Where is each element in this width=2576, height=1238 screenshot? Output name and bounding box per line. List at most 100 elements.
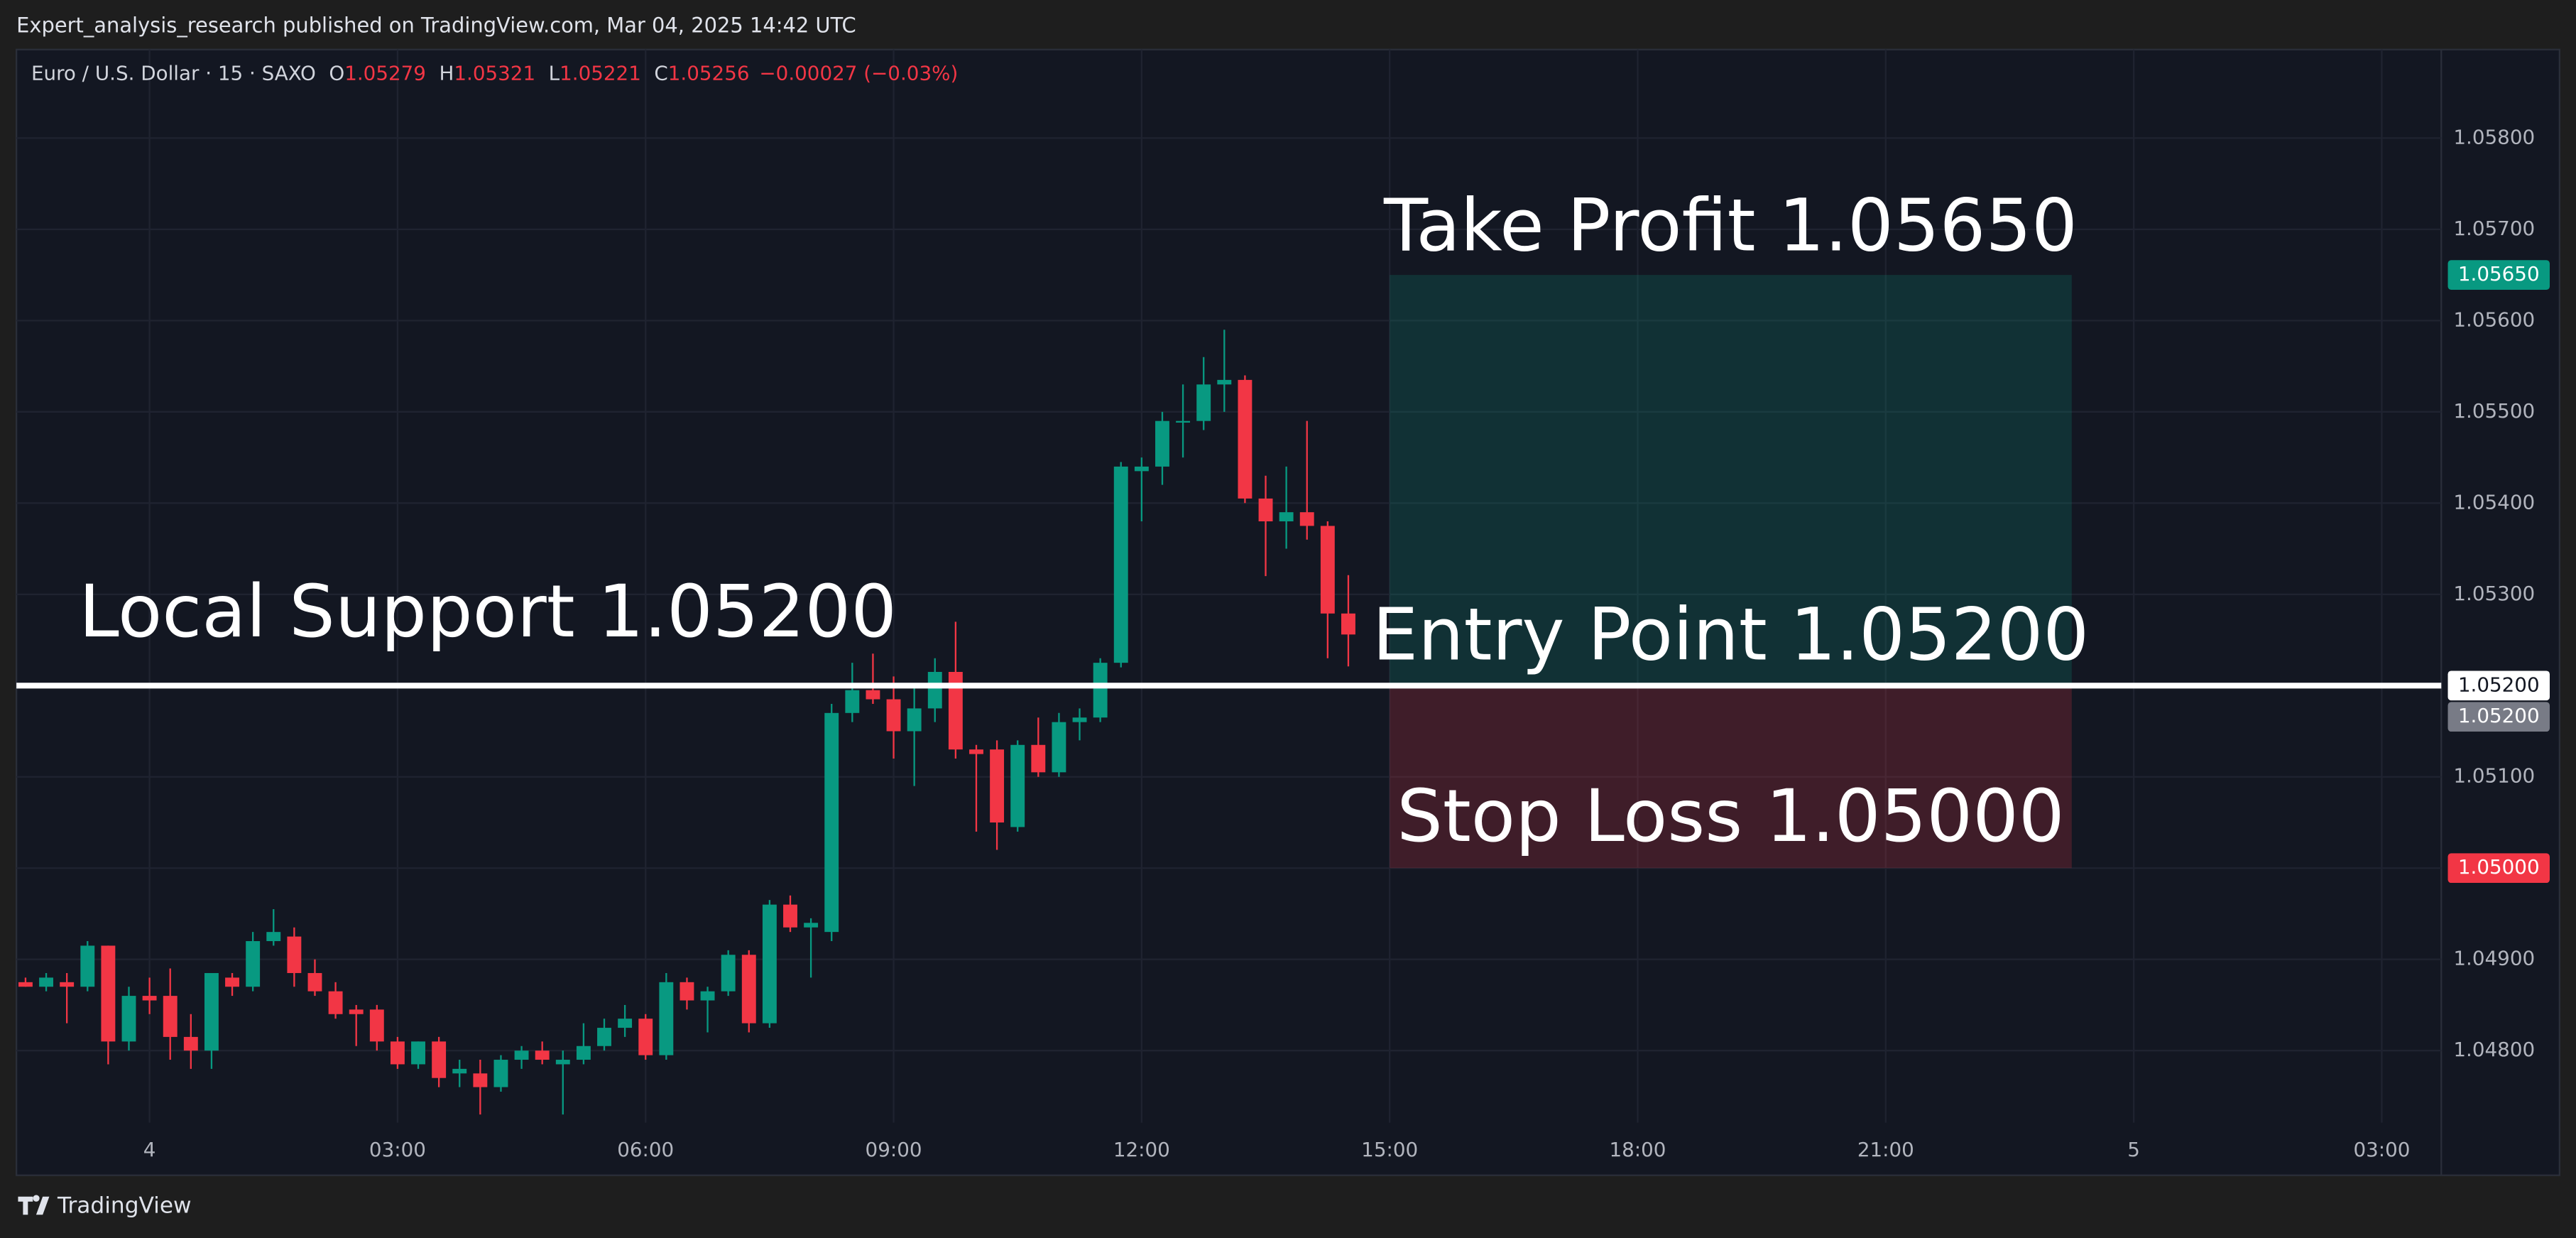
candle-body <box>60 982 75 987</box>
candle-body <box>824 712 839 933</box>
candle-body <box>473 1073 488 1087</box>
change: −0.00027 (−0.03%) <box>759 61 958 85</box>
symbol-title: Euro / U.S. Dollar · 15 · SAXO <box>31 61 316 85</box>
candle-body <box>101 945 116 1042</box>
x-tick-label: 03:00 <box>369 1138 426 1161</box>
candle-body <box>163 996 178 1037</box>
candle-body <box>142 996 157 1001</box>
candle-body <box>307 972 322 992</box>
loss-zone <box>1390 685 2072 869</box>
price-label: 1.05200 <box>2458 704 2540 727</box>
candle-body <box>907 708 922 732</box>
candle-body <box>866 690 880 700</box>
take-profit-label: Take Profit 1.05650 <box>1383 184 2078 268</box>
x-tick-label: 18:00 <box>1609 1138 1666 1161</box>
ohlc-value: 1.05321 <box>454 61 535 85</box>
candle-body <box>328 991 343 1014</box>
chart-panel <box>15 48 2561 1176</box>
candle-body <box>948 671 963 750</box>
ohlc-key: O <box>329 61 344 85</box>
candle-body <box>886 699 901 732</box>
candle-body <box>349 1009 364 1014</box>
candle-body <box>121 996 136 1042</box>
ohlc-value: 1.05256 <box>668 61 750 85</box>
candle-body <box>452 1068 467 1074</box>
ohlc-key: L <box>549 61 560 85</box>
candle-body <box>1341 613 1355 635</box>
y-tick-label: 1.05300 <box>2453 582 2535 605</box>
candle-body <box>597 1028 611 1046</box>
candle-body <box>39 977 54 987</box>
candle-body <box>204 972 219 1051</box>
candle-body <box>845 690 860 713</box>
price-label-box <box>2447 670 2550 701</box>
x-tick-label: 4 <box>143 1138 156 1161</box>
candle-body <box>721 955 736 992</box>
candle-body <box>535 1050 550 1060</box>
candle-body <box>700 991 715 1001</box>
candle-body <box>18 982 33 987</box>
price-label: 1.05000 <box>2458 855 2540 879</box>
candle-body <box>1238 379 1252 499</box>
x-tick-label: 09:00 <box>866 1138 922 1161</box>
ohlc-value: 1.05279 <box>344 61 426 85</box>
candle-body <box>659 982 674 1055</box>
header-text: Expert_analysis_research published on Tr… <box>16 13 856 37</box>
candle-body <box>266 932 281 942</box>
candle-body <box>576 1046 591 1060</box>
x-tick-label: 15:00 <box>1361 1138 1418 1161</box>
profit-zone <box>1390 275 2072 686</box>
y-tick-label: 1.05800 <box>2453 125 2535 148</box>
labels: Euro / U.S. Dollar · 15 · SAXO O1.05279 H1… <box>31 61 2550 1161</box>
candle-body <box>1176 420 1191 423</box>
candle-body <box>680 982 694 1001</box>
y-tick-label: 1.05400 <box>2453 490 2535 514</box>
candle-body <box>969 749 983 754</box>
candle-body <box>762 904 777 1023</box>
candle-body <box>1093 663 1108 718</box>
candle-body <box>1299 512 1314 526</box>
y-tick-label: 1.05600 <box>2453 308 2535 331</box>
candle-body <box>1258 498 1273 522</box>
candle-body <box>1217 379 1232 385</box>
candle-body <box>183 1036 198 1051</box>
candle-body <box>1052 722 1066 773</box>
stop-loss-label: Stop Loss 1.05000 <box>1397 775 2064 859</box>
candle-body <box>804 923 819 928</box>
entry-label: Entry Point 1.05200 <box>1372 593 2089 677</box>
candle-body <box>783 904 797 928</box>
candle-body <box>246 941 261 987</box>
price-label-box <box>2447 702 2550 732</box>
candle-body <box>287 936 302 973</box>
candle-body <box>1134 466 1149 472</box>
candle-body <box>1072 717 1087 722</box>
ohlc-key: H <box>439 61 454 85</box>
candle-body <box>390 1041 405 1065</box>
candle-body <box>1113 466 1128 663</box>
legend: Euro / U.S. Dollar · 15 · SAXO O1.05279 H1… <box>31 61 958 85</box>
y-tick-label: 1.04900 <box>2453 947 2535 970</box>
candle-body <box>493 1060 508 1087</box>
price-label-box <box>2447 853 2550 884</box>
y-tick-label: 1.05700 <box>2453 217 2535 240</box>
candle-body <box>225 977 239 987</box>
price-label: 1.05200 <box>2458 673 2540 696</box>
candle-body <box>411 1041 425 1065</box>
candle-body <box>618 1019 633 1028</box>
candle-body <box>80 945 95 987</box>
x-tick-label: 5 <box>2127 1138 2140 1161</box>
ohlc-value: 1.05221 <box>560 61 641 85</box>
support-label: Local Support 1.05200 <box>79 570 897 654</box>
y-tick-label: 1.05500 <box>2453 399 2535 423</box>
candle-body <box>1031 744 1046 773</box>
price-label-box <box>2447 260 2550 290</box>
x-tick-label: 03:00 <box>2353 1138 2410 1161</box>
candle-body <box>369 1009 384 1042</box>
ohlc-key: C <box>654 61 667 85</box>
candle-body <box>741 955 756 1023</box>
candle-body <box>927 671 942 709</box>
candle-body <box>638 1019 653 1055</box>
candle-body <box>1196 384 1211 421</box>
